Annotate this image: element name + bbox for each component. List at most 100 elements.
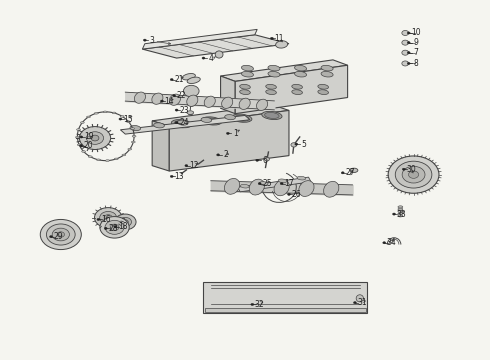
Ellipse shape — [204, 96, 215, 107]
Ellipse shape — [225, 114, 235, 120]
Ellipse shape — [398, 212, 403, 215]
Polygon shape — [152, 105, 289, 126]
Circle shape — [172, 95, 175, 97]
Ellipse shape — [240, 90, 250, 95]
Ellipse shape — [242, 65, 253, 71]
Ellipse shape — [131, 141, 135, 143]
Ellipse shape — [169, 94, 180, 105]
Circle shape — [91, 135, 99, 141]
Ellipse shape — [187, 111, 194, 114]
Circle shape — [270, 37, 273, 40]
Ellipse shape — [240, 84, 250, 89]
Ellipse shape — [278, 179, 287, 183]
Ellipse shape — [174, 121, 189, 127]
Circle shape — [104, 215, 112, 221]
Ellipse shape — [274, 180, 289, 196]
Ellipse shape — [297, 176, 306, 180]
Text: 31: 31 — [357, 298, 367, 307]
Polygon shape — [143, 35, 289, 58]
Text: 20: 20 — [84, 141, 94, 150]
Ellipse shape — [292, 84, 302, 89]
Text: 18: 18 — [118, 222, 127, 231]
Text: 8: 8 — [414, 59, 418, 68]
Circle shape — [52, 228, 70, 241]
Ellipse shape — [87, 116, 91, 118]
Circle shape — [202, 57, 205, 59]
Circle shape — [99, 211, 117, 224]
Polygon shape — [220, 76, 235, 114]
Ellipse shape — [398, 206, 403, 208]
Text: 25: 25 — [262, 179, 272, 188]
Circle shape — [115, 214, 136, 230]
Ellipse shape — [221, 97, 233, 108]
Ellipse shape — [97, 159, 100, 161]
Circle shape — [353, 302, 356, 304]
Ellipse shape — [292, 90, 302, 95]
Circle shape — [256, 159, 259, 161]
Text: 32: 32 — [255, 300, 265, 309]
Ellipse shape — [265, 112, 279, 118]
Text: 29: 29 — [53, 232, 63, 241]
Circle shape — [388, 156, 439, 193]
Ellipse shape — [232, 114, 252, 122]
Ellipse shape — [128, 148, 132, 150]
Circle shape — [392, 213, 395, 215]
Ellipse shape — [294, 65, 307, 71]
Circle shape — [40, 220, 81, 249]
Circle shape — [402, 50, 409, 55]
Text: 23: 23 — [179, 105, 189, 114]
Circle shape — [288, 193, 291, 195]
Polygon shape — [121, 116, 250, 134]
Ellipse shape — [318, 90, 328, 95]
Ellipse shape — [266, 90, 276, 95]
Text: 33: 33 — [396, 210, 406, 219]
Circle shape — [402, 31, 409, 36]
Ellipse shape — [299, 181, 314, 197]
Ellipse shape — [239, 98, 250, 109]
Circle shape — [119, 217, 131, 226]
Ellipse shape — [187, 95, 198, 106]
Ellipse shape — [177, 120, 188, 125]
Text: 27: 27 — [345, 168, 355, 177]
Ellipse shape — [257, 99, 268, 111]
Ellipse shape — [262, 111, 282, 120]
Text: 22: 22 — [177, 91, 186, 100]
Polygon shape — [203, 282, 367, 313]
Ellipse shape — [398, 208, 403, 210]
Text: 19: 19 — [84, 132, 94, 141]
Ellipse shape — [152, 93, 163, 104]
Circle shape — [383, 242, 386, 244]
Ellipse shape — [80, 122, 84, 123]
Bar — [205, 309, 366, 312]
Ellipse shape — [95, 112, 98, 114]
Text: 6: 6 — [262, 156, 267, 165]
Circle shape — [114, 226, 117, 228]
Ellipse shape — [120, 116, 124, 117]
Text: 16: 16 — [101, 215, 111, 224]
Circle shape — [80, 145, 83, 147]
Ellipse shape — [266, 84, 276, 89]
Ellipse shape — [105, 160, 109, 162]
Circle shape — [86, 132, 103, 144]
Circle shape — [402, 166, 425, 183]
Circle shape — [160, 100, 163, 102]
Circle shape — [258, 183, 261, 185]
Ellipse shape — [103, 111, 107, 113]
Ellipse shape — [242, 71, 253, 77]
Polygon shape — [169, 111, 289, 171]
Ellipse shape — [398, 215, 403, 217]
Ellipse shape — [275, 41, 288, 48]
Ellipse shape — [294, 71, 307, 77]
Circle shape — [119, 118, 122, 120]
Ellipse shape — [268, 71, 280, 77]
Ellipse shape — [82, 150, 86, 152]
Text: 3: 3 — [150, 36, 155, 45]
Circle shape — [407, 51, 410, 54]
Circle shape — [341, 172, 344, 174]
Circle shape — [47, 224, 75, 245]
Ellipse shape — [323, 181, 339, 197]
Ellipse shape — [75, 136, 79, 138]
Circle shape — [226, 132, 229, 134]
Ellipse shape — [134, 92, 146, 103]
Circle shape — [251, 303, 254, 306]
